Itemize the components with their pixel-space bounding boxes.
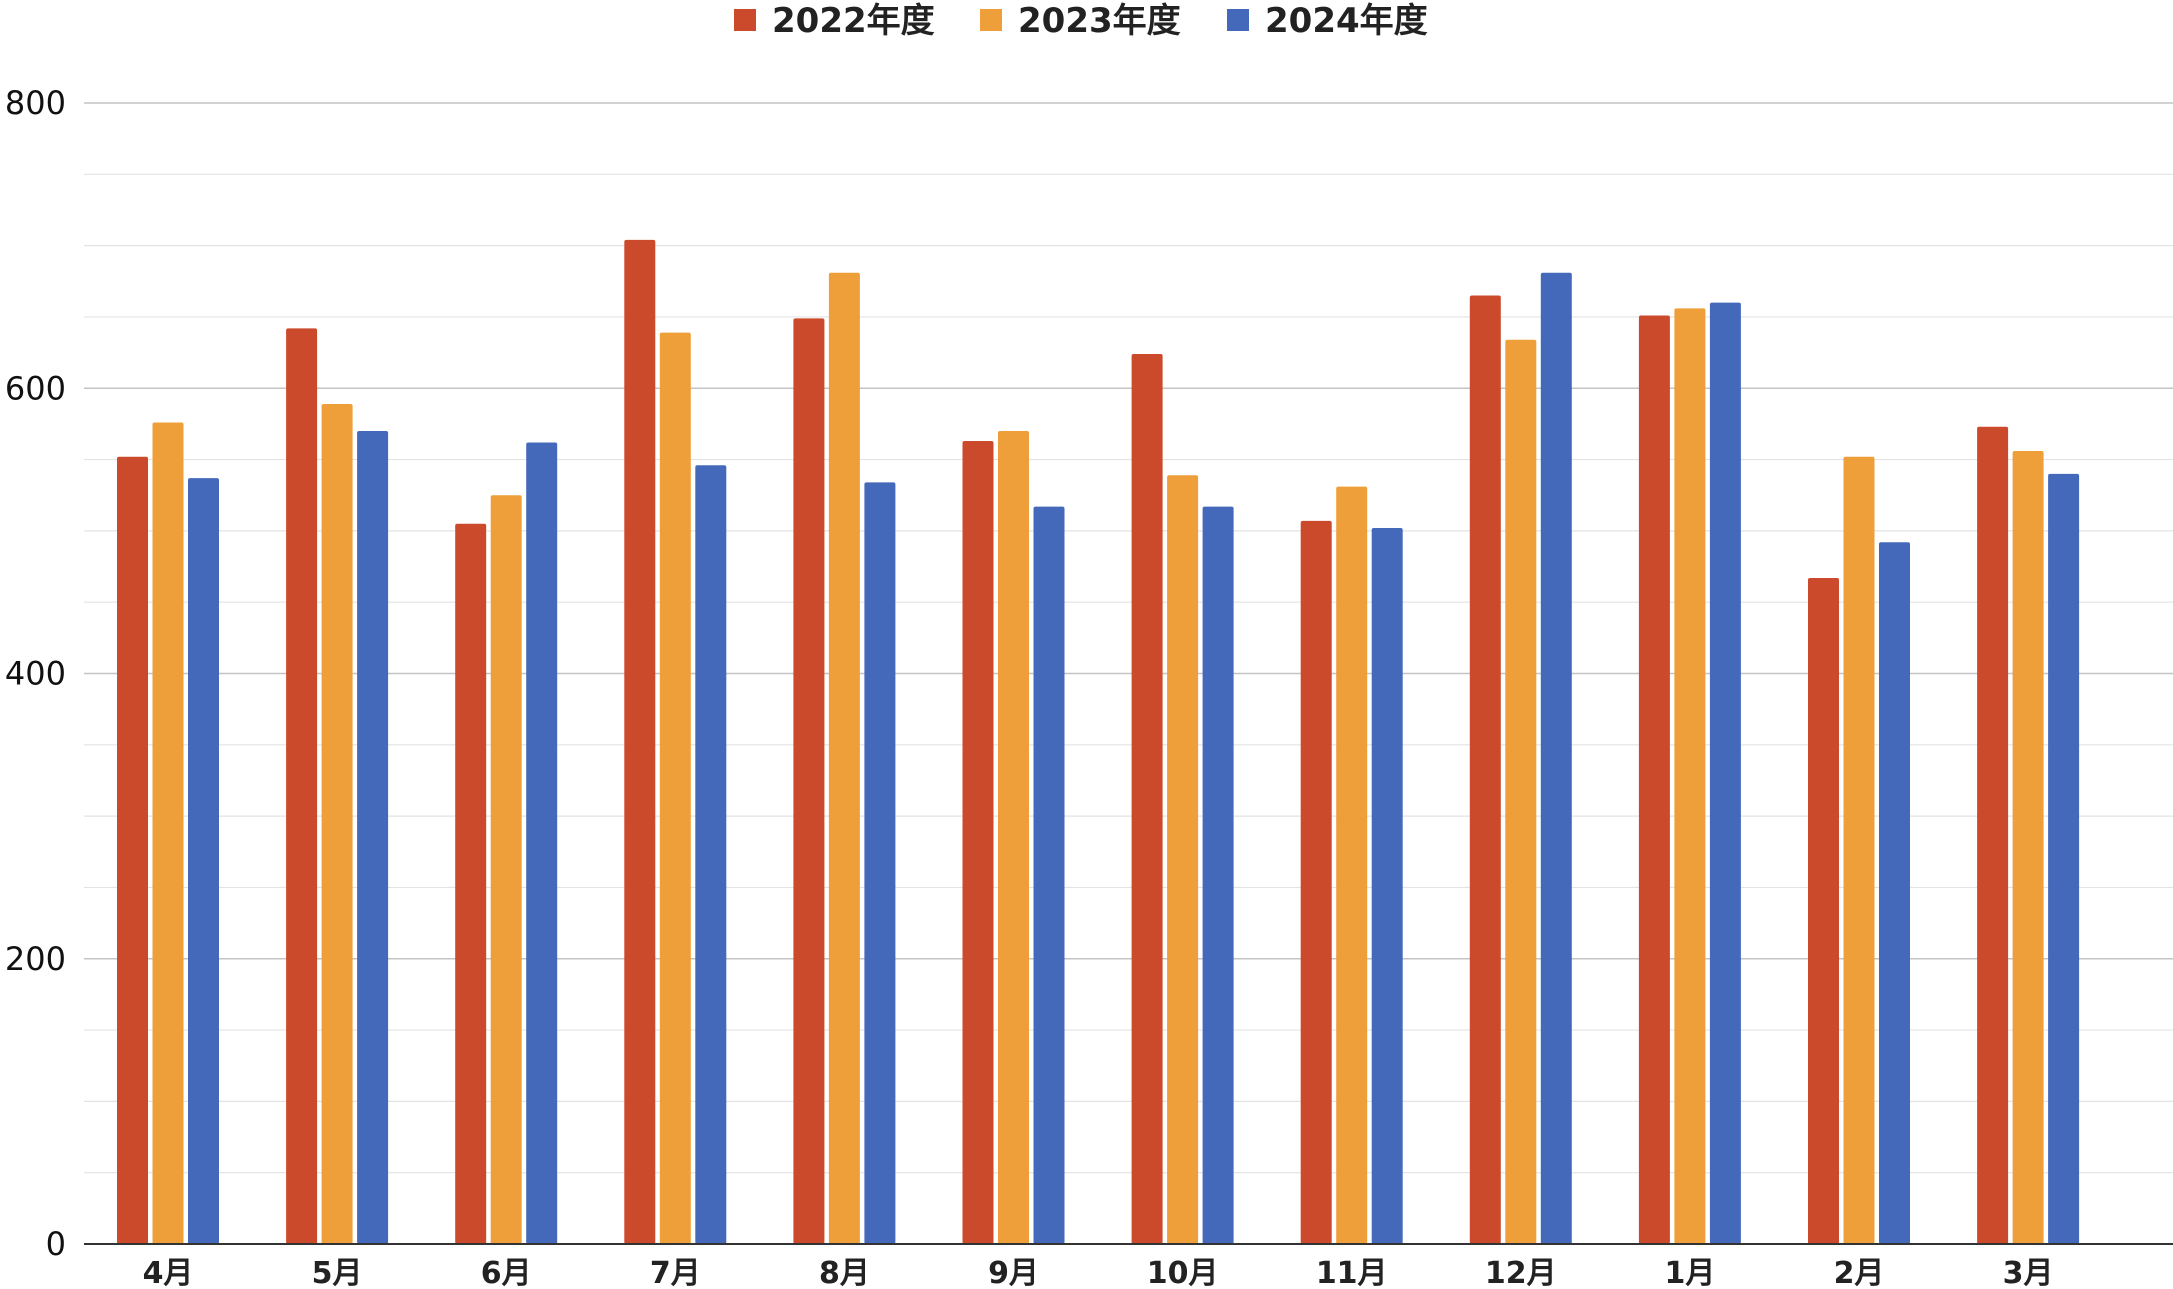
bar: [1505, 339, 1537, 1244]
bar: [1709, 302, 1741, 1244]
bar: [1674, 308, 1706, 1244]
x-axis-tick-labels: 4月 5月 6月 7月 8月 9月 10月 11月 12月 1月 2月 3月: [143, 1256, 2054, 1289]
x-tick-label: 10月: [1147, 1256, 1219, 1289]
x-tick-label: 1月: [1664, 1256, 1715, 1289]
bar: [455, 523, 487, 1244]
legend-swatch: [1227, 9, 1249, 31]
bar: [1131, 354, 1163, 1244]
bar: [1879, 542, 1910, 1244]
x-tick-label: 5月: [312, 1256, 363, 1289]
bar: [357, 431, 389, 1245]
bar: [864, 482, 896, 1244]
bar: [117, 456, 148, 1245]
bar: [321, 403, 353, 1245]
legend: 2022年度 2023年度 2024年度: [734, 1, 1428, 41]
bar: [1167, 475, 1199, 1245]
bars: [117, 239, 2080, 1245]
bar: [1638, 315, 1670, 1245]
bar: [152, 422, 184, 1245]
x-tick-label: 4月: [143, 1256, 194, 1289]
legend-item: 2023年度: [980, 1, 1181, 41]
x-tick-label: 7月: [650, 1256, 701, 1289]
bar: [1300, 520, 1332, 1244]
bar: [2048, 473, 2080, 1244]
bar: [793, 318, 825, 1244]
bar: [286, 328, 318, 1244]
legend-item: 2024年度: [1227, 1, 1428, 41]
bar: [2012, 451, 2044, 1244]
bar: [1202, 506, 1234, 1244]
legend-swatch: [980, 9, 1002, 31]
x-tick-label: 3月: [2003, 1256, 2054, 1289]
y-tick-label: 400: [5, 655, 66, 693]
bar: [659, 332, 691, 1245]
bar: [695, 465, 727, 1245]
x-tick-label: 11月: [1316, 1256, 1388, 1289]
y-tick-label: 800: [5, 84, 66, 122]
bar: [1469, 295, 1501, 1244]
bar: [998, 431, 1029, 1245]
legend-label: 2024年度: [1265, 1, 1428, 41]
x-tick-label: 8月: [819, 1256, 870, 1289]
bar: [828, 272, 860, 1244]
x-tick-label: 6月: [481, 1256, 532, 1289]
y-tick-label: 0: [46, 1225, 66, 1263]
y-axis-tick-labels: 0 200 400 600 800: [5, 84, 66, 1263]
legend-swatch: [734, 9, 756, 31]
bar: [1808, 577, 1839, 1244]
bar: [526, 442, 558, 1244]
bar: [962, 441, 994, 1244]
y-tick-label: 200: [5, 940, 66, 978]
bar: [490, 495, 522, 1244]
bar: [1843, 456, 1875, 1245]
bar: [624, 239, 656, 1245]
x-tick-label: 2月: [1834, 1256, 1885, 1289]
gridlines: [84, 102, 2173, 1174]
bar: [1371, 528, 1403, 1244]
bar: [1033, 506, 1065, 1244]
legend-item: 2022年度: [734, 1, 935, 41]
x-tick-label: 9月: [988, 1256, 1039, 1289]
bar: [1336, 486, 1368, 1244]
legend-label: 2022年度: [772, 1, 935, 41]
y-tick-label: 600: [5, 369, 66, 407]
x-tick-label: 12月: [1485, 1256, 1557, 1289]
bar: [188, 478, 219, 1244]
bar: [1540, 272, 1572, 1244]
bar: [1977, 426, 2009, 1244]
legend-label: 2023年度: [1018, 1, 1181, 41]
